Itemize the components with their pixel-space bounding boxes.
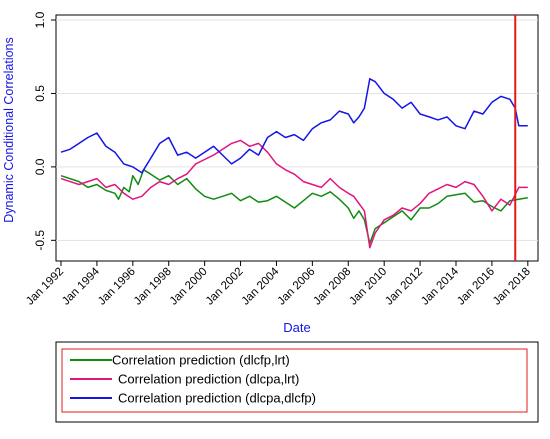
y-tick-label: 0.0 xyxy=(33,158,47,175)
y-tick-label: -0.5 xyxy=(33,230,47,251)
legend-label: Correlation prediction (dlcpa,dlcfp) xyxy=(118,391,316,406)
legend-label: Correlation prediction (dlcpa,lrt) xyxy=(118,372,299,387)
series-line xyxy=(60,169,528,245)
plot-frame xyxy=(55,14,539,262)
y-axis-label: Dynamic Conditional Correlations xyxy=(2,37,16,223)
legend-outer-box xyxy=(55,341,539,423)
series-layer xyxy=(60,78,528,249)
y-tick-label: 0.5 xyxy=(33,85,47,102)
y-tick-label: 1.0 xyxy=(33,11,47,28)
legend: Correlation prediction (dlcfp,lrt) Correl… xyxy=(55,341,539,423)
series-line xyxy=(60,139,528,249)
legend-label: Correlation prediction (dlcfp,lrt) xyxy=(112,353,290,368)
series-line xyxy=(60,78,528,174)
legend-inner-box xyxy=(61,348,528,413)
grid-lines xyxy=(56,19,538,241)
x-axis-label: Date xyxy=(283,320,310,335)
y-axis: -0.5 0.0 0.5 1.0 xyxy=(33,11,56,251)
